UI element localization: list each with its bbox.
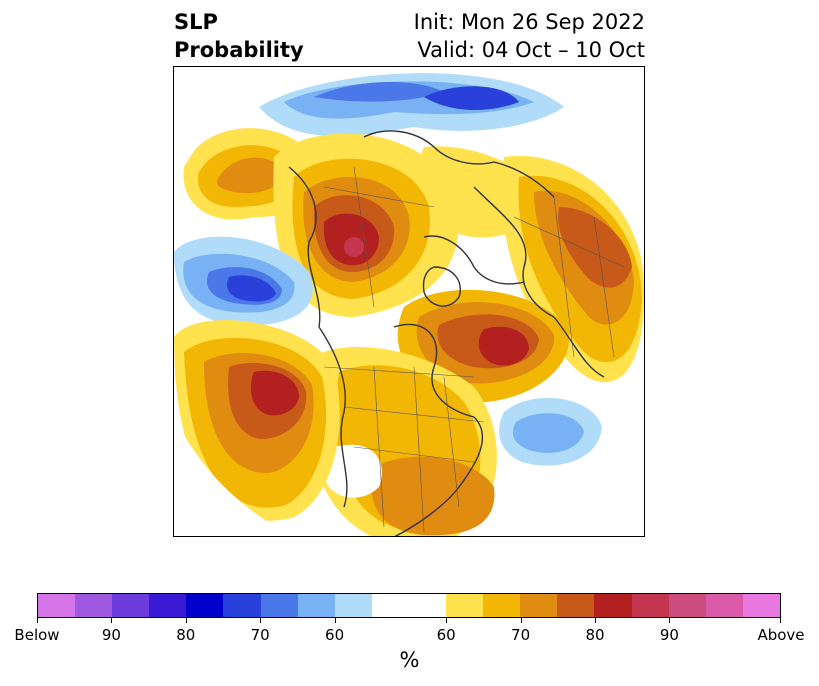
colorbar-segment	[260, 594, 298, 617]
colorbar-tick-labels: Below 90 80 70 60 60 70 80 90 Above	[14, 626, 804, 646]
colorbar-ticks	[37, 618, 781, 624]
colorbar-segment	[75, 594, 113, 617]
colorbar-segment	[594, 594, 632, 617]
colorbar-tick-label: Below	[14, 626, 60, 644]
colorbar-tick-mark	[260, 618, 262, 623]
colorbar	[37, 593, 781, 618]
colorbar-segment	[408, 594, 447, 617]
title-metric: Probability	[174, 38, 304, 62]
title-valid-period: Valid: 04 Oct – 10 Oct	[417, 38, 645, 62]
colorbar-segment	[705, 594, 743, 617]
colorbar-segment	[446, 594, 484, 617]
colorbar-tick-mark	[520, 618, 522, 623]
colorbar-tick-mark	[780, 618, 781, 623]
colorbar-tick-mark	[37, 618, 38, 623]
colorbar-tick-mark	[111, 618, 113, 623]
colorbar-tick-label: 80	[176, 626, 196, 644]
colorbar-tick-label: 80	[585, 626, 605, 644]
colorbar-segment	[631, 594, 669, 617]
country-borders	[323, 166, 625, 533]
colorbar-segment	[742, 594, 780, 617]
colorbar-segment	[483, 594, 521, 617]
colorbar-segment	[668, 594, 706, 617]
probability-map-svg	[174, 67, 644, 536]
colorbar-tick-label: 90	[101, 626, 121, 644]
colorbar-segment	[186, 594, 224, 617]
colorbar-segment	[112, 594, 150, 617]
colorbar-segment	[149, 594, 187, 617]
colorbar-tick-mark	[185, 618, 187, 623]
colorbar-tick-label: 70	[511, 626, 531, 644]
colorbar-tick-mark	[334, 618, 336, 623]
colorbar-tick-label: 90	[659, 626, 679, 644]
colorbar-tick-label: Above	[757, 626, 805, 644]
colorbar-tick-label: 60	[325, 626, 345, 644]
chart-title-left: SLP Probability	[174, 8, 304, 64]
colorbar-segment	[223, 594, 261, 617]
colorbar-segment	[297, 594, 335, 617]
colorbar-segment	[371, 594, 409, 617]
colorbar-tick-mark	[669, 618, 671, 623]
colorbar-tick-label: 60	[436, 626, 456, 644]
colorbar-tick-label: 70	[250, 626, 270, 644]
colorbar-segment	[520, 594, 558, 617]
title-variable: SLP	[174, 10, 218, 34]
chart-title-right: Init: Mon 26 Sep 2022 Valid: 04 Oct – 10…	[414, 8, 645, 64]
colorbar-segment	[557, 594, 595, 617]
colorbar-tick-mark	[595, 618, 596, 623]
colorbar-segment	[334, 594, 372, 617]
coastlines	[288, 130, 605, 536]
polar-map	[173, 66, 645, 537]
colorbar-units-label: %	[399, 648, 420, 672]
title-init-date: Init: Mon 26 Sep 2022	[413, 10, 645, 34]
colorbar-tick-mark	[446, 618, 448, 623]
colorbar-segment	[38, 594, 76, 617]
